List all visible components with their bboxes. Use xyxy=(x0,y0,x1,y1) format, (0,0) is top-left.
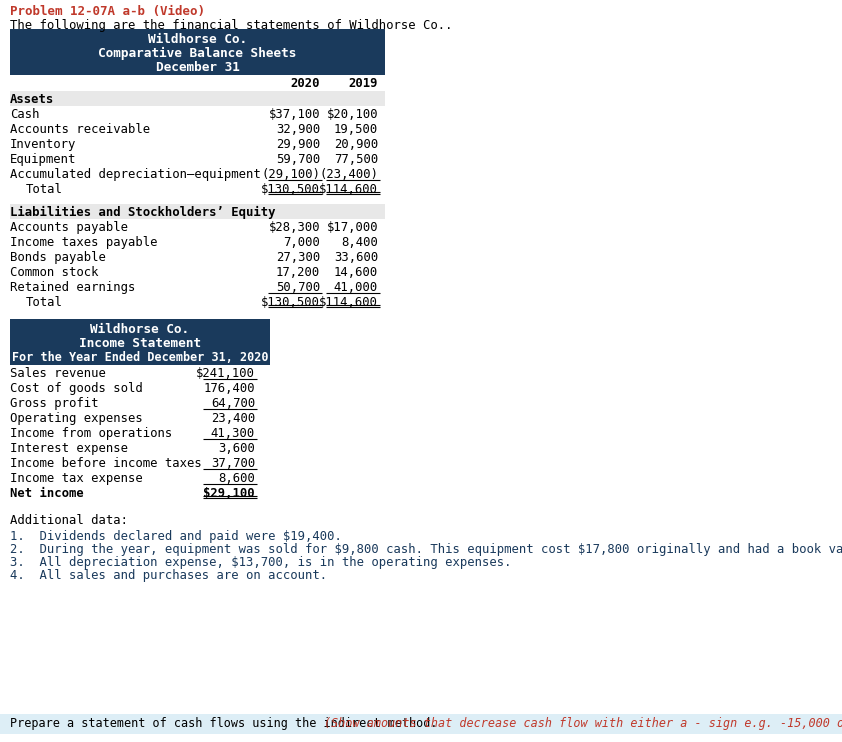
Text: $114,600: $114,600 xyxy=(319,183,378,196)
Text: Problem 12-07A a-b (Video): Problem 12-07A a-b (Video) xyxy=(10,5,205,18)
Text: Total: Total xyxy=(26,183,63,196)
Text: $241,100: $241,100 xyxy=(196,367,255,380)
Text: Net income: Net income xyxy=(10,487,83,500)
Text: Wildhorse Co.: Wildhorse Co. xyxy=(148,33,247,46)
Text: 23,400: 23,400 xyxy=(210,412,255,425)
Text: $130,500: $130,500 xyxy=(261,183,320,196)
Text: Income taxes payable: Income taxes payable xyxy=(10,236,157,249)
Text: 17,200: 17,200 xyxy=(275,266,320,279)
Text: Operating expenses: Operating expenses xyxy=(10,412,143,425)
Text: 176,400: 176,400 xyxy=(204,382,255,395)
Text: 2.  During the year, equipment was sold for $9,800 cash. This equipment cost $17: 2. During the year, equipment was sold f… xyxy=(10,543,842,556)
Text: Gross profit: Gross profit xyxy=(10,397,99,410)
Text: Assets: Assets xyxy=(10,93,54,106)
Bar xyxy=(10,91,385,106)
Text: 7,000: 7,000 xyxy=(283,236,320,249)
Text: Additional data:: Additional data: xyxy=(10,514,128,527)
Text: 3.  All depreciation expense, $13,700, is in the operating expenses.: 3. All depreciation expense, $13,700, is… xyxy=(10,556,511,569)
Text: $20,100: $20,100 xyxy=(327,108,378,121)
Text: (23,400): (23,400) xyxy=(319,168,378,181)
Text: 20,900: 20,900 xyxy=(333,138,378,151)
Text: Accounts payable: Accounts payable xyxy=(10,221,128,234)
Text: Bonds payable: Bonds payable xyxy=(10,251,106,264)
Text: Prepare a statement of cash flows using the indirect method.: Prepare a statement of cash flows using … xyxy=(10,717,445,730)
Text: Equipment: Equipment xyxy=(10,153,77,166)
Text: Common stock: Common stock xyxy=(10,266,99,279)
Text: (Show amounts that decrease cash flow with either a - sign e.g. -15,000 or in pa: (Show amounts that decrease cash flow wi… xyxy=(324,717,842,730)
Text: Income tax expense: Income tax expense xyxy=(10,472,143,485)
Text: Retained earnings: Retained earnings xyxy=(10,281,136,294)
Text: Sales revenue: Sales revenue xyxy=(10,367,106,380)
Text: $37,100: $37,100 xyxy=(269,108,320,121)
Text: 14,600: 14,600 xyxy=(333,266,378,279)
Text: Inventory: Inventory xyxy=(10,138,77,151)
Text: 77,500: 77,500 xyxy=(333,153,378,166)
Text: (29,100): (29,100) xyxy=(261,168,320,181)
Text: 8,600: 8,600 xyxy=(218,472,255,485)
Text: Comparative Balance Sheets: Comparative Balance Sheets xyxy=(99,47,296,60)
Text: 64,700: 64,700 xyxy=(210,397,255,410)
Text: Income from operations: Income from operations xyxy=(10,427,173,440)
Text: Total: Total xyxy=(26,296,63,309)
Text: Liabilities and Stockholders’ Equity: Liabilities and Stockholders’ Equity xyxy=(10,206,275,219)
Text: Cash: Cash xyxy=(10,108,40,121)
Text: $28,300: $28,300 xyxy=(269,221,320,234)
Text: 59,700: 59,700 xyxy=(275,153,320,166)
Text: $130,500: $130,500 xyxy=(261,296,320,309)
Bar xyxy=(0,714,842,734)
Text: 4.  All sales and purchases are on account.: 4. All sales and purchases are on accoun… xyxy=(10,569,328,582)
Text: $29,100: $29,100 xyxy=(204,487,255,500)
Text: 33,600: 33,600 xyxy=(333,251,378,264)
Text: 2020: 2020 xyxy=(290,77,320,90)
Text: 29,900: 29,900 xyxy=(275,138,320,151)
Text: Income Statement: Income Statement xyxy=(79,337,201,350)
Text: 19,500: 19,500 xyxy=(333,123,378,136)
Text: 32,900: 32,900 xyxy=(275,123,320,136)
Text: 41,300: 41,300 xyxy=(210,427,255,440)
Text: For the Year Ended December 31, 2020: For the Year Ended December 31, 2020 xyxy=(12,351,269,364)
Text: Accounts receivable: Accounts receivable xyxy=(10,123,150,136)
Text: 2019: 2019 xyxy=(349,77,378,90)
Text: Wildhorse Co.: Wildhorse Co. xyxy=(90,323,189,336)
Text: Interest expense: Interest expense xyxy=(10,442,128,455)
Bar xyxy=(10,75,385,91)
Text: 27,300: 27,300 xyxy=(275,251,320,264)
Text: 50,700: 50,700 xyxy=(275,281,320,294)
Text: $17,000: $17,000 xyxy=(327,221,378,234)
Text: The following are the financial statements of Wildhorse Co..: The following are the financial statemen… xyxy=(10,19,452,32)
Text: 8,400: 8,400 xyxy=(341,236,378,249)
Bar xyxy=(10,204,385,219)
Text: Cost of goods sold: Cost of goods sold xyxy=(10,382,143,395)
Text: 1.  Dividends declared and paid were $19,400.: 1. Dividends declared and paid were $19,… xyxy=(10,530,342,543)
Text: 37,700: 37,700 xyxy=(210,457,255,470)
Text: 3,600: 3,600 xyxy=(218,442,255,455)
Bar xyxy=(10,29,385,75)
Text: 41,000: 41,000 xyxy=(333,281,378,294)
Text: Income before income taxes: Income before income taxes xyxy=(10,457,202,470)
Text: December 31: December 31 xyxy=(156,61,239,74)
Text: $114,600: $114,600 xyxy=(319,296,378,309)
Text: Accumulated depreciation—equipment: Accumulated depreciation—equipment xyxy=(10,168,261,181)
Bar xyxy=(10,319,270,365)
